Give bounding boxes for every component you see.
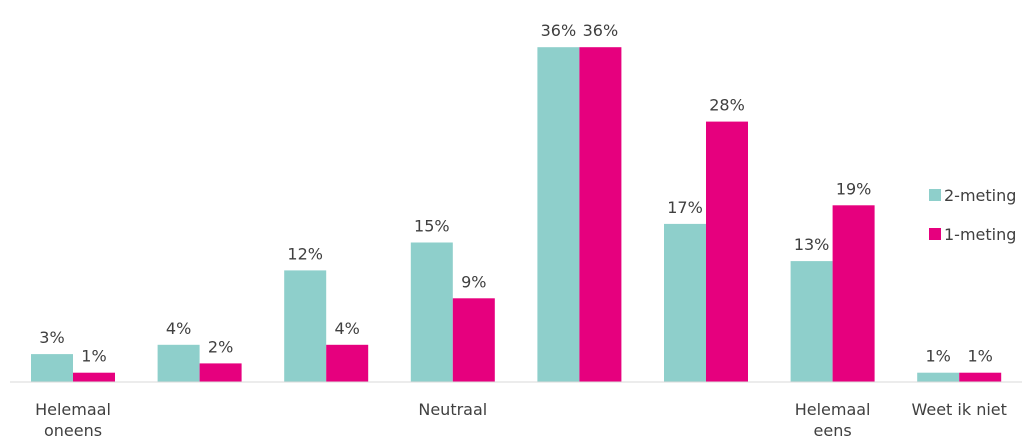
data-label-2-meting-5: 17%: [667, 198, 703, 217]
legend: 2-meting 1-meting: [929, 186, 1016, 244]
data-label-2-meting-1: 4%: [166, 319, 191, 338]
data-label-1-meting-0: 1%: [81, 347, 106, 366]
bar-2-meting-3: [410, 242, 453, 382]
category-label-0-0: Helemaal: [35, 400, 111, 419]
data-label-1-meting-2: 4%: [335, 319, 360, 338]
data-label-2-meting-0: 3%: [39, 328, 64, 347]
data-label-1-meting-7: 1%: [968, 347, 993, 366]
bars-layer: [31, 47, 1002, 382]
category-label-7-0: Weet ik niet: [911, 400, 1006, 419]
bar-2-meting-5: [664, 223, 706, 382]
data-label-1-meting-4: 36%: [583, 21, 619, 40]
legend-swatch-2-meting: [929, 189, 941, 201]
category-label-3-0: Neutraal: [418, 400, 487, 419]
bar-1-meting-5: [706, 121, 748, 382]
data-labels-layer: 3% 1% 4% 2% 12% 4% 15% 9% 36% 36% 17% 28% 13% 19% 1% 1%: [39, 21, 993, 366]
category-label-0-1: oneens: [44, 421, 102, 440]
data-label-1-meting-6: 19%: [836, 179, 872, 198]
category-label-6-1: eens: [814, 421, 852, 440]
data-label-2-meting-2: 12%: [287, 244, 323, 263]
data-label-2-meting-3: 15%: [414, 217, 450, 236]
data-label-1-meting-1: 2%: [208, 337, 233, 356]
category-labels-layer: Helemaal oneens Neutraal Helemaal eens Weet i…: [35, 400, 1007, 440]
bar-1-meting-0: [73, 372, 115, 382]
legend-label-1-meting: 1-meting: [944, 225, 1016, 244]
bar-1-meting-6: [832, 205, 875, 382]
data-label-2-meting-7: 1%: [926, 347, 951, 366]
legend-swatch-1-meting: [929, 228, 941, 240]
bar-1-meting-3: [452, 298, 495, 382]
data-label-1-meting-5: 28%: [709, 96, 745, 115]
bar-1-meting-1: [199, 363, 242, 382]
bar-1-meting-2: [326, 344, 369, 382]
bar-2-meting-6: [790, 261, 833, 382]
bar-1-meting-7: [959, 372, 1002, 382]
data-label-2-meting-6: 13%: [794, 235, 830, 254]
bar-2-meting-7: [917, 372, 960, 382]
bar-2-meting-0: [31, 354, 73, 382]
category-label-6-0: Helemaal: [795, 400, 871, 419]
bar-2-meting-1: [157, 344, 200, 382]
data-label-1-meting-3: 9%: [461, 272, 486, 291]
bar-1-meting-4: [579, 47, 622, 382]
bar-2-meting-2: [284, 270, 327, 382]
data-label-2-meting-4: 36%: [541, 21, 577, 40]
bar-2-meting-4: [537, 47, 580, 382]
legend-label-2-meting: 2-meting: [944, 186, 1016, 205]
